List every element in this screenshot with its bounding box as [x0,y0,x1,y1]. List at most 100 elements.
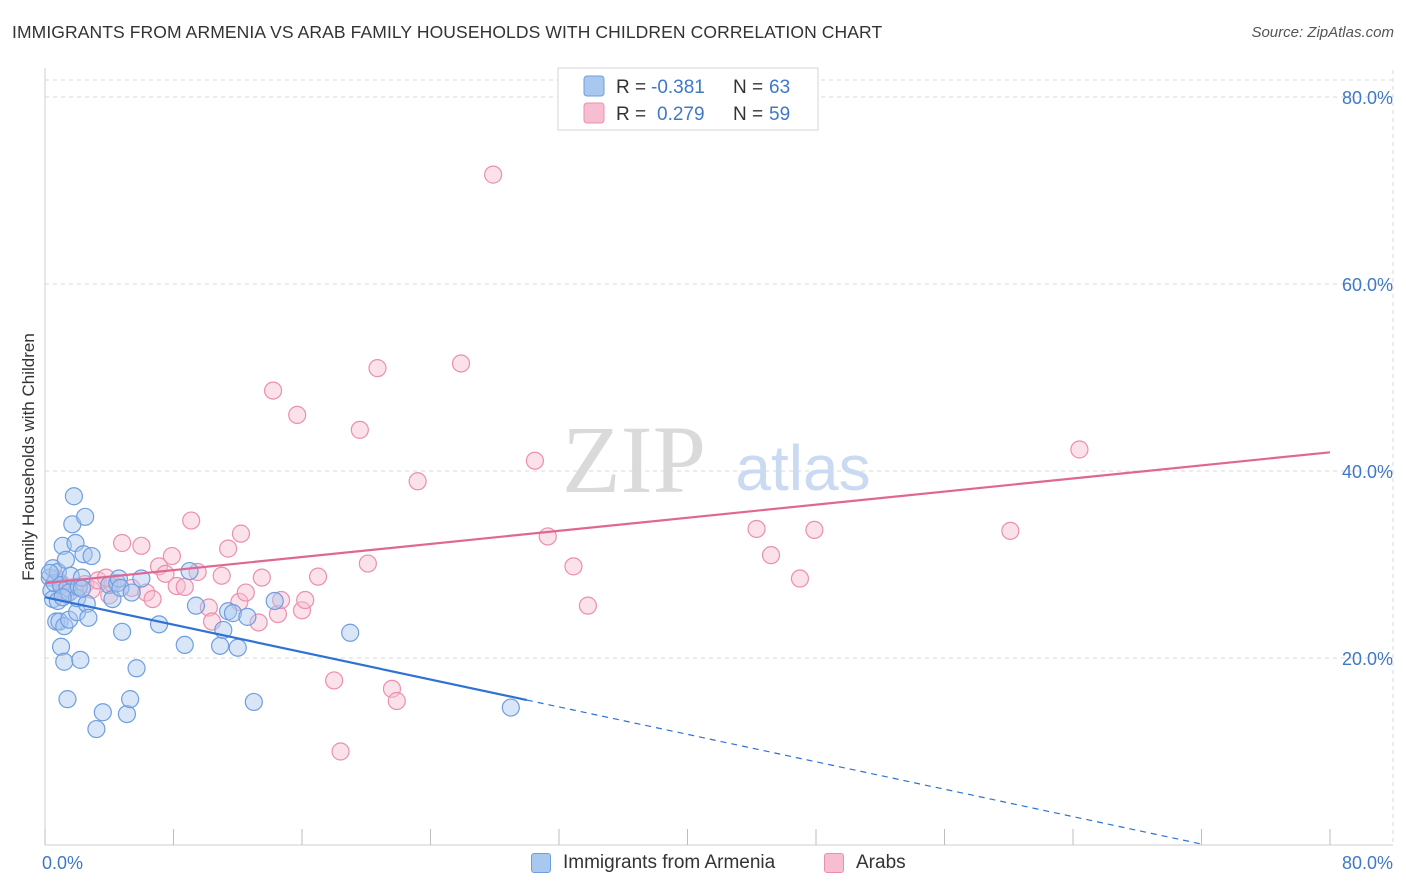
armenia-point [72,579,92,598]
arabs-point [252,568,271,587]
arabs-point [296,590,315,610]
armenia-point [210,636,230,655]
legend-label-arabs: Arabs [856,852,906,873]
armenia-point [58,690,77,709]
armenia-point [228,638,247,657]
x-tick-label-max: 80.0% [1342,853,1393,873]
armenia-point [76,507,95,526]
legend-n-label-arabs: N = [733,104,763,125]
legend-r-label-armenia: R = [616,77,646,98]
arabs-point [368,359,387,378]
arabs-point [331,742,350,761]
armenia-point [71,650,90,669]
legend-top: R = -0.381 N = 63 R = 0.279 N = 59 [557,67,819,131]
arabs-point [219,539,238,558]
armenia-point [180,561,199,581]
arabs-point [484,165,503,184]
armenia-point [51,637,71,656]
legend-swatch-bottom-arabs [824,853,844,873]
y-tick-labels: 20.0% 40.0% 60.0% 80.0% [1342,88,1393,669]
legend-n-value-armenia: 63 [769,77,790,98]
arabs-point [564,557,583,576]
arabs-point [212,566,231,585]
armenia-point [111,578,130,597]
arabs-point [263,381,283,400]
chart-title: IMMIGRANTS FROM ARMENIA VS ARAB FAMILY H… [12,22,883,42]
legend-bottom: Immigrants from Armenia Arabs [0,852,1406,878]
arabs-point [137,583,156,602]
armenia-point [79,608,98,627]
arabs-point [236,583,255,602]
armenia-point [175,635,194,655]
armenia-point [341,623,360,642]
arabs-point [143,589,162,609]
legend-item-arabs[interactable]: Arabs [824,852,906,874]
arabs-point [182,511,201,530]
armenia-point [121,690,140,709]
armenia-point [238,607,257,626]
legend-swatch-armenia [583,75,605,97]
grid-lines [45,70,1394,845]
y-axis-label: Family Households with Children [19,333,38,581]
armenia-point [186,596,206,615]
armenia-point [64,487,84,506]
arabs-point [525,451,545,470]
trend-lines [44,451,1331,845]
arabs-point [308,567,328,586]
arabs-trend-line [44,451,1331,585]
arabs-point [350,420,369,439]
armenia-point [87,719,106,739]
arabs-point [1001,521,1020,540]
y-tick-label-20: 20.0% [1342,649,1393,669]
armenia-point [149,615,169,634]
armenia-point [127,659,146,678]
armenia-point [223,604,243,623]
arabs-point [578,596,598,615]
armenia-point [93,703,112,722]
arabs-point [358,554,377,573]
x-tick-label-min: 0.0% [42,853,83,873]
arabs-point [747,519,766,539]
arabs-point [1070,440,1089,459]
legend-r-value-armenia: -0.381 [651,77,705,98]
watermark: ZIP atlas [562,406,871,513]
legend-label-armenia: Immigrants from Armenia [563,852,776,873]
watermark-zip: ZIP [562,406,706,513]
watermark-atlas: atlas [735,432,870,504]
y-tick-label-80: 80.0% [1342,88,1393,108]
arabs-point [272,590,291,610]
armenia-point [117,704,137,724]
armenia-point [82,546,101,566]
legend-swatch-arabs [583,102,605,124]
arabs-point [790,569,810,588]
arabs-point [292,601,312,620]
legend-item-armenia[interactable]: Immigrants from Armenia [531,852,775,874]
armenia-point [122,583,141,602]
armenia-point [40,563,59,583]
arabs-point [761,546,781,565]
arabs-point [325,671,344,690]
axes [44,68,1393,846]
source-label: Source: ZipAtlas.com [1251,24,1394,41]
legend-r-value-arabs: 0.279 [657,104,705,125]
y-tick-label-40: 40.0% [1342,462,1393,482]
arabs-point [387,691,406,711]
armenia-points [40,487,520,739]
armenia-point [112,622,132,641]
legend-n-label-armenia: N = [733,77,763,98]
armenia-point [244,692,263,712]
arabs-point [249,613,268,632]
armenia-point [55,652,74,671]
legend-swatch-bottom-armenia [531,853,551,873]
x-tick-labels: 0.0% 80.0% [42,853,1393,873]
armenia-point [265,591,284,611]
arabs-point [408,472,427,491]
armenia-trend-line [44,596,528,702]
armenia-point [501,698,520,717]
armenia-point [56,550,75,569]
legend-n-value-arabs: 59 [769,104,790,125]
y-tick-label-60: 60.0% [1342,275,1393,295]
arabs-point [231,524,251,543]
arabs-point [175,577,194,597]
